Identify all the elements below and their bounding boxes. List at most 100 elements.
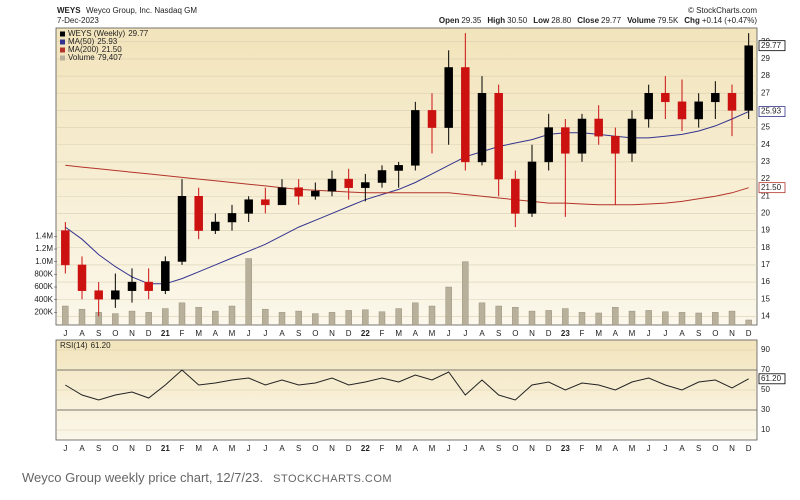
quote-line: Open 29.35 High 30.50 Low 28.80 Close 29.77 Volu… (439, 16, 757, 25)
last-value-box (758, 373, 786, 385)
candle-body (311, 190, 320, 197)
x-tick-label: 22 (361, 329, 370, 338)
candle-body (394, 165, 403, 171)
candle-body (477, 92, 487, 163)
volume-bar (378, 311, 386, 326)
x-tick-label: A (479, 329, 485, 338)
x-tick-label: F (580, 444, 585, 453)
volume-bar (62, 305, 69, 326)
volume-bar (128, 310, 136, 326)
volume-tick-label: 1.2M (35, 244, 53, 253)
x-tick-label: N (129, 444, 135, 453)
x-tick-label: M (629, 444, 636, 453)
candle-body (611, 135, 620, 154)
x-tick-label: A (279, 444, 285, 453)
last-value-box (758, 106, 786, 118)
volume-bar (112, 313, 119, 326)
x-tick-label: J (247, 444, 251, 453)
volume-tick-label: 1.4M (35, 231, 53, 240)
volume-bar (445, 286, 452, 326)
symbol: WEYS (57, 6, 81, 15)
company-title: Weyco Group, Inc. Nasdaq GM (86, 6, 197, 15)
volume-tick-label: 200K (34, 307, 53, 316)
candle-body (661, 92, 670, 103)
y-tick-label: 22 (761, 174, 770, 183)
volume-bar (162, 308, 169, 326)
volume-bar (312, 313, 319, 326)
candle-body (294, 187, 303, 197)
x-tick-label: M (195, 329, 202, 338)
candle-body (194, 195, 203, 231)
volume-bar (362, 309, 369, 326)
x-tick-label: M (595, 329, 602, 338)
volume-bar (462, 261, 469, 326)
x-tick-label: S (96, 329, 101, 338)
x-tick-label: O (312, 444, 318, 453)
volume-bar (295, 310, 302, 326)
x-tick-label: A (413, 329, 419, 338)
candle-body (744, 45, 753, 111)
volume-bar (662, 311, 669, 326)
x-tick-label: 21 (161, 444, 170, 453)
y-tick-label: 29 (761, 54, 770, 63)
candle-body (161, 261, 170, 291)
x-tick-label: D (146, 329, 152, 338)
y-tick-label: 27 (761, 88, 770, 97)
quote-label: Low (533, 16, 550, 25)
x-tick-label: 23 (561, 329, 570, 338)
y-tick-label: 28 (761, 71, 770, 80)
x-tick-label: J (663, 329, 667, 338)
x-tick-label: F (180, 444, 185, 453)
volume-bar (612, 307, 619, 326)
x-tick-label: J (447, 329, 451, 338)
quote-label: Close (577, 16, 599, 25)
quote-label: Chg (684, 16, 700, 25)
x-tick-label: A (279, 329, 285, 338)
quote-value: 29.35 (461, 16, 482, 25)
x-tick-label: A (213, 329, 219, 338)
x-tick-label: O (712, 444, 718, 453)
y-tick-label: 14 (761, 312, 770, 321)
x-tick-label: N (529, 329, 535, 338)
candle-body (61, 230, 70, 266)
candle-body (227, 213, 237, 223)
candle-body (344, 178, 353, 188)
candle-body (561, 127, 570, 154)
y-tick-label: 30 (761, 405, 770, 414)
y-tick-label: 70 (761, 365, 770, 374)
candle-body (277, 187, 287, 206)
x-tick-label: D (746, 329, 752, 338)
x-tick-label: J (663, 444, 667, 453)
volume-bar (145, 312, 152, 326)
volume-bar (562, 308, 569, 326)
y-tick-label: 17 (761, 260, 770, 269)
rsi-line (65, 369, 749, 401)
x-tick-label: J (63, 444, 67, 453)
x-tick-label: A (679, 329, 685, 338)
x-tick-label: D (546, 329, 552, 338)
volume-tick-label: 400K (34, 295, 53, 304)
x-tick-label: 23 (561, 444, 570, 453)
legend-value: 25.93 (97, 37, 118, 46)
x-tick-label: O (312, 329, 318, 338)
volume-bar (228, 305, 236, 326)
x-tick-label: S (96, 444, 101, 453)
volume-bar (512, 307, 519, 326)
x-tick-label: S (296, 444, 301, 453)
x-tick-label: J (263, 444, 267, 453)
last-value-label: 61.20 (761, 374, 782, 383)
x-tick-label: A (613, 444, 619, 453)
volume-bar (278, 312, 286, 326)
x-tick-label: F (180, 329, 185, 338)
x-tick-label: D (146, 444, 152, 453)
x-tick-label: N (729, 444, 735, 453)
x-tick-label: O (512, 444, 518, 453)
candle-body (211, 221, 220, 231)
volume-bar (178, 302, 186, 326)
x-tick-label: S (696, 444, 701, 453)
volume-tick-label: 1.0M (35, 257, 53, 266)
x-tick-label: 21 (161, 329, 170, 338)
candle-body (544, 127, 553, 163)
x-tick-label: A (413, 444, 419, 453)
legend-entry: MA(50) 25.93 (68, 37, 118, 46)
